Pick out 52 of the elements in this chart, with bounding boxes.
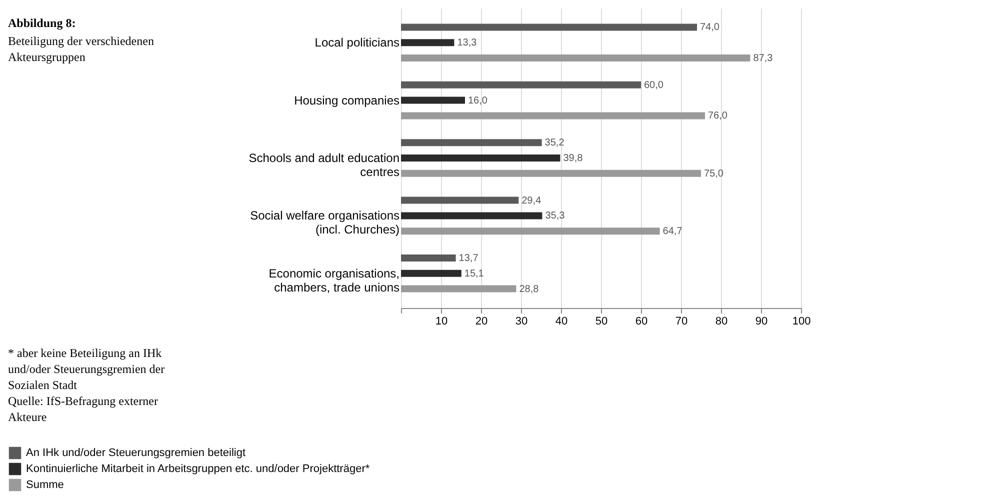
bar [401, 285, 516, 292]
bar [401, 81, 641, 88]
data-label: 39,8 [563, 153, 584, 164]
text: Beteiligung der verschiedenen Akteursgruppen [8, 34, 154, 64]
legend-label: Kontinuierliche Mitarbeit in Arbeitsgruppen etc. und/oder Projektträger* [26, 463, 370, 475]
legend-label: An IHk und/oder Steuerungsgremien beteiligt [26, 447, 246, 459]
data-label: 29,4 [522, 195, 542, 206]
data-label: 60,0 [644, 80, 664, 91]
bar [401, 96, 465, 104]
bar [401, 54, 750, 62]
data-label: 28,8 [519, 284, 540, 295]
bar [401, 170, 701, 177]
data-label: 35,3 [545, 210, 566, 222]
bar [401, 39, 454, 46]
bar [401, 24, 697, 31]
bar [401, 270, 462, 277]
data-label: 15,1 [464, 268, 484, 280]
data-label: 64,7 [662, 226, 683, 238]
y-tick-label: Housing companies [294, 93, 400, 108]
x-tick-label: 70 [675, 316, 688, 328]
data-label: 16,0 [468, 95, 488, 106]
bar [401, 154, 560, 162]
data-label: 13,3 [457, 38, 478, 49]
x-tick-label: 40 [555, 316, 568, 328]
x-tick-label: 80 [715, 316, 728, 328]
bar [401, 112, 705, 120]
bar [401, 254, 456, 262]
x-tick-label: 50 [595, 316, 608, 328]
legend-label: Summe [26, 479, 64, 491]
data-label: 35,2 [544, 138, 565, 149]
bar [401, 228, 660, 235]
x-tick-label: 90 [755, 316, 768, 328]
data-label: 75,0 [704, 168, 724, 180]
x-tick-label: 100 [792, 316, 811, 328]
source-note: Quelle: IfS-Befragung externer Akteure [8, 394, 158, 424]
bar [401, 212, 542, 220]
x-tick-label: 60 [635, 316, 648, 328]
text: Abbildung 8: [8, 16, 76, 30]
y-tick-label: Local politicians [314, 36, 400, 50]
bar [401, 196, 519, 204]
data-label: 76,0 [708, 110, 728, 122]
data-label: 13,7 [458, 253, 479, 264]
x-tick-label: 30 [515, 316, 528, 328]
y-tick-label: Social welfare organisations (incl. Churches) [250, 208, 400, 237]
x-tick-label: 10 [435, 316, 448, 328]
y-tick-label: Economic organisations, chambers, trade unions [268, 266, 400, 294]
data-label: 74,0 [700, 22, 720, 34]
bar [401, 139, 542, 146]
x-tick-label: 20 [475, 316, 488, 328]
text: * aber keine Beteiligung an IHk und/oder Steuerungsgremien der Sozialen Stadt [8, 346, 165, 392]
data-label: 87,3 [753, 53, 774, 64]
y-tick-label: Schools and adult education centres [248, 151, 400, 179]
